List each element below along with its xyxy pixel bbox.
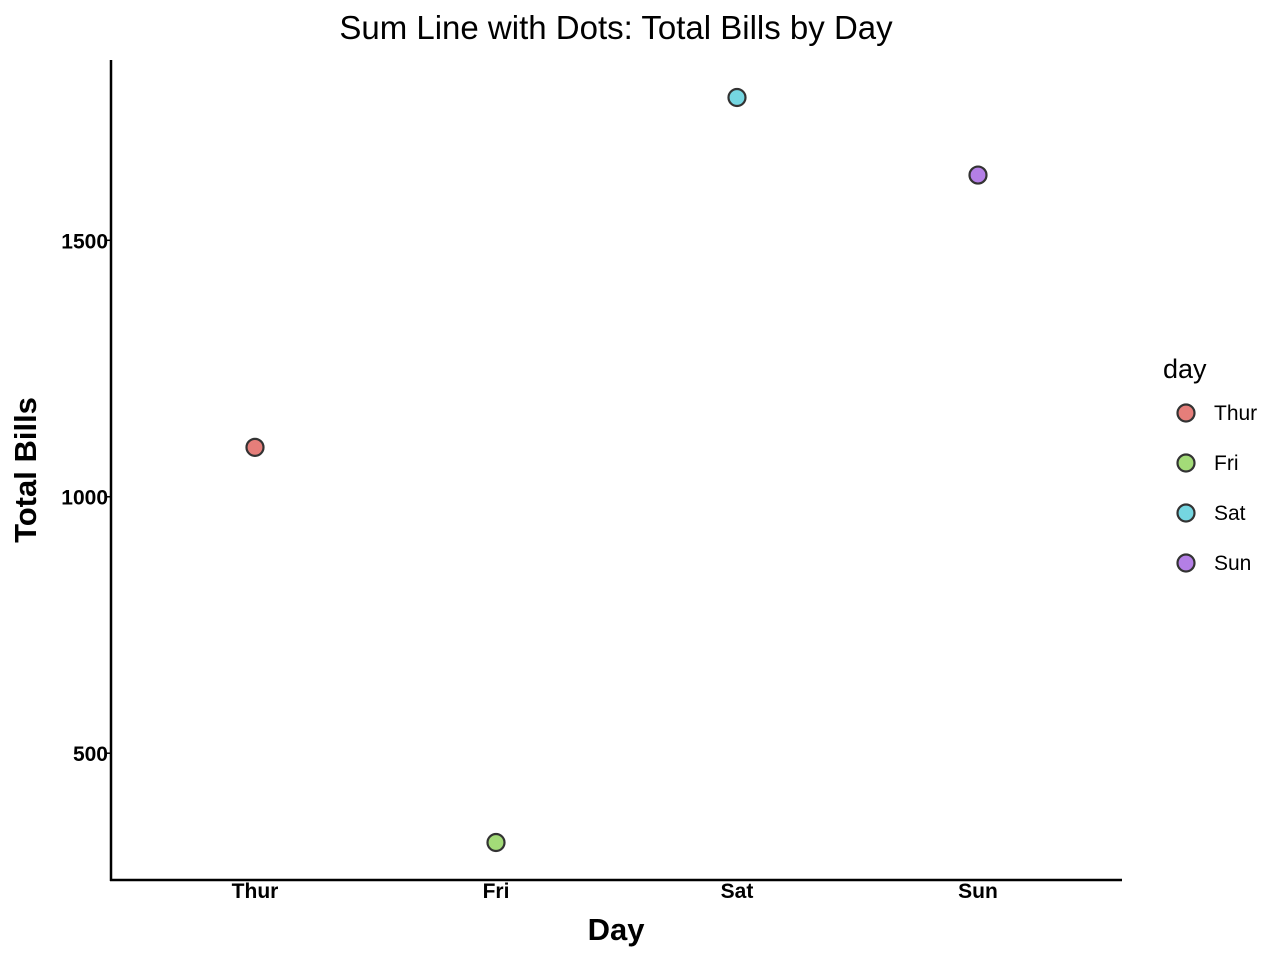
legend-marker-sat	[1176, 503, 1196, 523]
legend-marker-sun	[1176, 553, 1196, 573]
y-tick-label: 1500	[61, 230, 108, 253]
legend-label-thur: Thur	[1214, 402, 1257, 425]
chart-title: Sum Line with Dots: Total Bills by Day	[339, 9, 893, 46]
legend-label-sat: Sat	[1214, 502, 1246, 525]
data-points	[245, 87, 988, 853]
y-tick-label: 1000	[61, 487, 108, 510]
data-point-sun	[968, 165, 988, 185]
y-tick-label: 500	[73, 743, 108, 766]
y-tick-labels: 500 1000 1500	[61, 230, 111, 766]
x-tick-label: Thur	[232, 880, 279, 903]
legend-entries: Thur Fri Sat Sun	[1176, 402, 1257, 575]
legend-marker-thur	[1176, 403, 1196, 423]
y-axis-title: Total Bills	[8, 397, 43, 543]
x-tick-label: Sat	[721, 880, 754, 903]
x-axis-title: Day	[588, 912, 646, 947]
legend-label-fri: Fri	[1214, 452, 1239, 475]
x-tick-label: Fri	[483, 880, 510, 903]
axes	[109, 60, 1122, 882]
legend: day Thur Fri Sat Sun	[1163, 354, 1257, 575]
x-tick-label: Sun	[958, 880, 998, 903]
legend-marker-fri	[1176, 453, 1196, 473]
x-tick-labels: Thur Fri Sat Sun	[232, 880, 998, 903]
data-point-thur	[245, 437, 265, 457]
legend-label-sun: Sun	[1214, 552, 1251, 575]
data-point-fri	[486, 832, 506, 853]
data-point-sat	[727, 87, 747, 108]
legend-title: day	[1163, 354, 1207, 384]
